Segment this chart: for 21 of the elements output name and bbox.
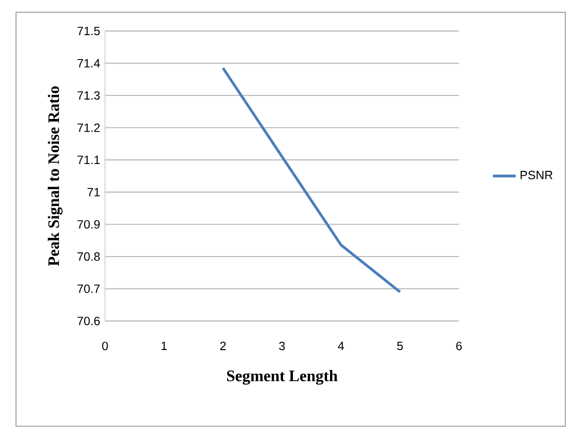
x-tick-label: 4 — [338, 342, 344, 350]
x-axis-title: Segment Length — [227, 370, 338, 385]
line-series — [222, 66, 402, 294]
y-tick-label: 70.7 — [78, 284, 100, 294]
y-tick-label: 71.4 — [78, 59, 100, 68]
y-tick-label: 71.5 — [78, 26, 100, 36]
y-tick-label: 70.8 — [78, 252, 100, 261]
y-tick-label: 70.6 — [78, 316, 100, 326]
y-tick-label: 71 — [88, 188, 100, 196]
x-tick-label: 0 — [102, 342, 108, 350]
y-axis-title: Peak Signal to Noise Ratio — [48, 86, 62, 266]
y-tick-label: 71.3 — [78, 91, 100, 100]
y-tick-label: 70.9 — [78, 220, 100, 229]
legend-label: PSNR — [520, 170, 552, 180]
y-tick-label: 71.1 — [78, 156, 100, 164]
x-tick-label: 5 — [397, 342, 403, 350]
x-tick-label: 6 — [456, 342, 462, 350]
x-tick-label: 3 — [279, 342, 285, 350]
x-tick-label: 2 — [220, 342, 226, 350]
x-tick-label: 1 — [162, 342, 167, 350]
y-tick-label: 71.2 — [78, 123, 100, 132]
